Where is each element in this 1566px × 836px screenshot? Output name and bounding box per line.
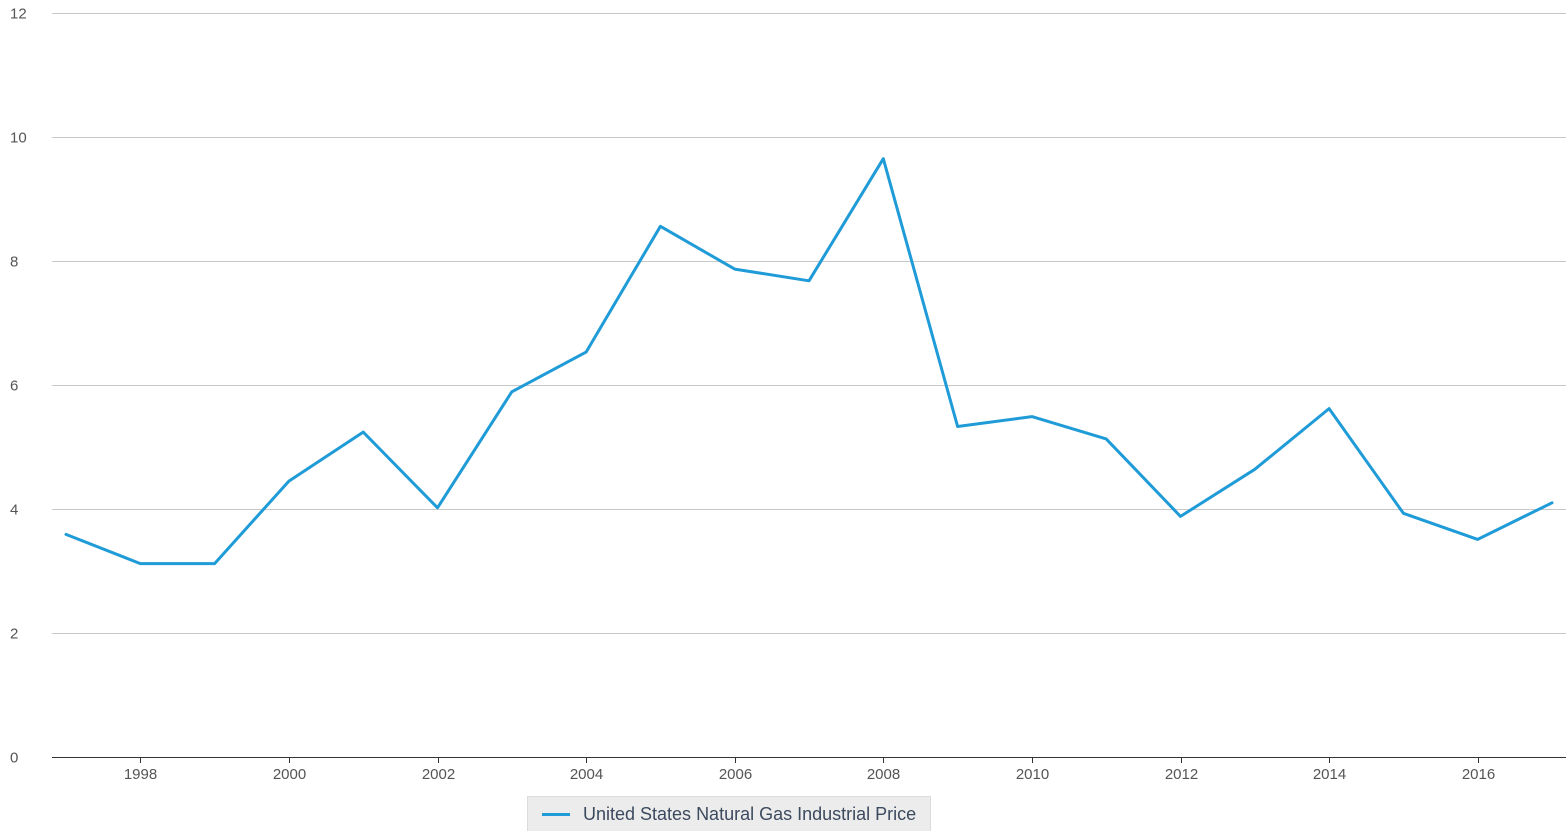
legend[interactable]: United States Natural Gas Industrial Pri… xyxy=(527,796,931,831)
gridlines xyxy=(52,14,1566,634)
y-tick-label-10: 10 xyxy=(10,130,27,147)
x-tick-label-2004: 2004 xyxy=(570,766,603,783)
data-point-2011[interactable] xyxy=(1102,435,1110,443)
y-axis: 0 2 4 6 8 10 12 xyxy=(10,6,27,767)
data-point-2001[interactable] xyxy=(359,428,367,436)
data-point-2008[interactable] xyxy=(879,155,887,163)
x-tick-label-2000: 2000 xyxy=(273,766,306,783)
data-point-2006[interactable] xyxy=(731,265,739,273)
data-point-1997[interactable] xyxy=(62,530,70,538)
data-point-1999[interactable] xyxy=(211,560,219,568)
series-line-0 xyxy=(66,159,1552,564)
legend-label: United States Natural Gas Industrial Pri… xyxy=(583,804,916,825)
x-tick-label-2002: 2002 xyxy=(422,766,455,783)
series-layer xyxy=(62,155,1556,568)
data-point-2000[interactable] xyxy=(285,477,293,485)
legend-swatch-line-icon xyxy=(542,813,570,816)
data-point-2002[interactable] xyxy=(434,504,442,512)
y-tick-label-2: 2 xyxy=(10,626,18,643)
data-point-2013[interactable] xyxy=(1251,465,1259,473)
data-point-2012[interactable] xyxy=(1177,512,1185,520)
data-point-2010[interactable] xyxy=(1028,413,1036,421)
x-tick-label-2014: 2014 xyxy=(1313,766,1346,783)
x-tick-label-2006: 2006 xyxy=(719,766,752,783)
data-point-2007[interactable] xyxy=(805,277,813,285)
x-axis: 1998 2000 2002 2004 2006 2008 2010 2012 2014 2016 xyxy=(52,757,1566,783)
data-point-2014[interactable] xyxy=(1325,405,1333,413)
data-point-2015[interactable] xyxy=(1399,509,1407,517)
x-tick-label-2008: 2008 xyxy=(867,766,900,783)
x-tick-label-2012: 2012 xyxy=(1165,766,1198,783)
data-point-2016[interactable] xyxy=(1474,535,1482,543)
y-tick-label-12: 12 xyxy=(10,6,27,23)
y-tick-label-4: 4 xyxy=(10,502,18,519)
data-point-2004[interactable] xyxy=(582,348,590,356)
y-tick-label-6: 6 xyxy=(10,378,18,395)
data-point-1998[interactable] xyxy=(136,560,144,568)
data-point-2005[interactable] xyxy=(656,222,664,230)
y-tick-label-0: 0 xyxy=(10,750,18,767)
data-point-2017[interactable] xyxy=(1548,499,1556,507)
x-tick-label-1998: 1998 xyxy=(124,766,157,783)
x-tick-label-2010: 2010 xyxy=(1016,766,1049,783)
y-tick-label-8: 8 xyxy=(10,254,18,271)
data-point-2009[interactable] xyxy=(954,423,962,431)
x-tick-label-2016: 2016 xyxy=(1462,766,1495,783)
data-point-2003[interactable] xyxy=(508,388,516,396)
